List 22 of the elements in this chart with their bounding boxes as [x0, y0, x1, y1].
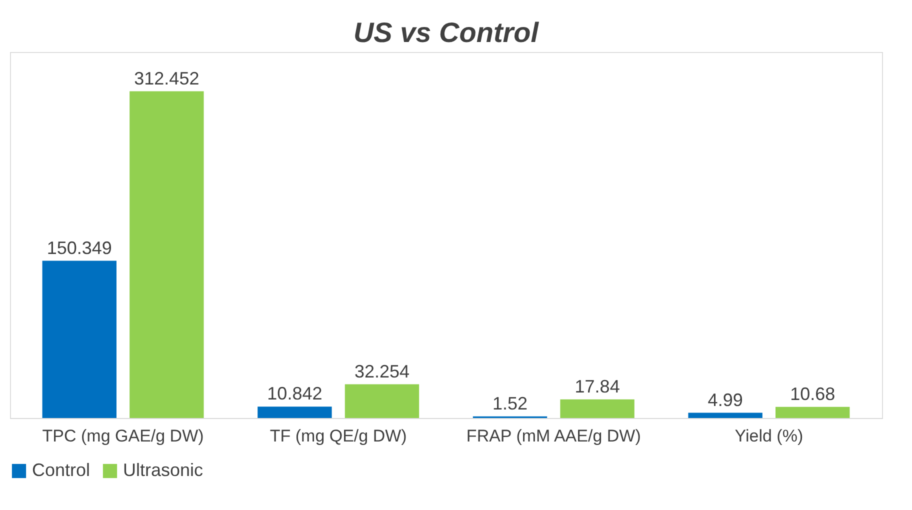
- legend-label: Ultrasonic: [123, 460, 204, 480]
- x-tick-label: FRAP (mM AAE/g DW): [466, 426, 641, 446]
- data-label: 150.349: [46, 238, 112, 258]
- x-tick-label: TF (mg QE/g DW): [270, 426, 407, 446]
- data-label: 10.68: [790, 384, 836, 404]
- bar: [258, 406, 332, 418]
- bar: [344, 384, 420, 418]
- x-tick-label: TPC (mg GAE/g DW): [42, 426, 204, 446]
- bar: [688, 412, 762, 418]
- data-label: 4.99: [708, 390, 743, 410]
- data-label: 312.452: [134, 68, 200, 88]
- bar: [776, 406, 850, 418]
- bar: [130, 91, 204, 418]
- data-label: 10.842: [267, 384, 322, 404]
- x-tick-label: Yield (%): [734, 426, 804, 446]
- bar: [42, 260, 116, 418]
- bar: [560, 399, 634, 418]
- legend-label: Control: [32, 460, 90, 480]
- data-label: 1.52: [492, 393, 528, 414]
- data-label: 17.84: [574, 376, 620, 396]
- data-label: 32.254: [354, 361, 410, 382]
- chart-title: US vs Control: [353, 17, 540, 48]
